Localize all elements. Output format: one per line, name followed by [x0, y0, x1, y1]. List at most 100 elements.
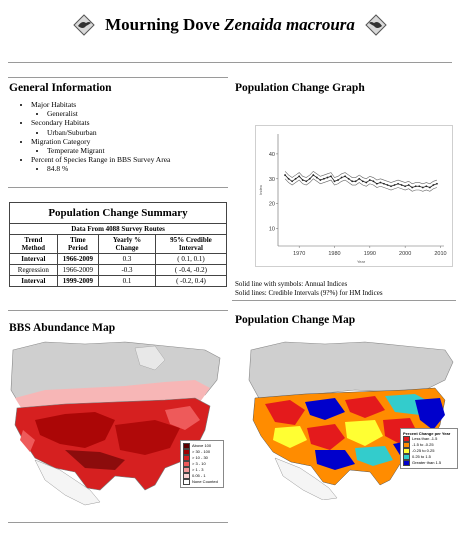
y-tick-label: 40 [269, 152, 275, 158]
data-point [305, 180, 308, 183]
series-line [284, 178, 438, 192]
x-tick-label: 2010 [434, 251, 446, 257]
data-point [358, 177, 361, 180]
data-point [319, 179, 322, 181]
yearly-change-cell: -0.3 [98, 264, 156, 276]
data-point [294, 177, 297, 180]
table-subtitle: Data From 4088 Survey Routes [9, 223, 227, 235]
legend-item: Greater than 1.5 [403, 460, 455, 466]
data-point [397, 182, 399, 185]
data-point [379, 181, 382, 184]
legend-item: > 10 - 30 [183, 455, 221, 461]
data-point [425, 185, 428, 188]
time-period-cell: 1999-2009 [56, 275, 100, 287]
series-line [284, 174, 438, 188]
data-point [436, 182, 438, 185]
change-legend: Percent Change per Year Less than -1.5 -… [400, 428, 458, 469]
info-item: Percent of Species Range in BBS Survey A… [31, 155, 229, 173]
data-point [390, 185, 392, 188]
data-point [323, 177, 325, 180]
data-point [372, 180, 375, 183]
data-point [393, 184, 396, 186]
population-change-map: Percent Change per Year Less than -1.5 -… [245, 340, 458, 501]
legend-item: Above 100 [183, 443, 221, 449]
divider [232, 300, 456, 301]
info-item: Migration Category Temperate Migrant [31, 137, 229, 155]
yearly-change-cell: 0.3 [98, 253, 156, 265]
x-axis-label: Year [357, 259, 366, 264]
x-tick-label: 1990 [364, 251, 376, 257]
abundance-legend: Above 100 > 30 - 100 > 10 - 30 > 3 - 10 … [180, 440, 224, 488]
data-point [308, 177, 311, 180]
data-point [284, 174, 286, 176]
abundance-map: Above 100 > 30 - 100 > 10 - 30 > 3 - 10 … [5, 340, 227, 510]
data-point [375, 182, 378, 185]
table-row: Regression 1966-2009 -0.3 ( -0.4, -0.2) [9, 264, 228, 276]
page-header: Mourning Dove Zenaida macroura [0, 14, 460, 36]
info-value: Generalist [47, 109, 229, 118]
data-point [428, 186, 431, 189]
caption-line: Solid line with symbols: Annual Indices [235, 280, 348, 288]
section-heading: General Information [9, 82, 112, 94]
info-value: 84.8 % [47, 164, 229, 173]
data-point [291, 180, 294, 183]
data-point [340, 176, 343, 179]
abundance-map-figure [5, 340, 227, 510]
legend-item: > 3 - 10 [183, 461, 221, 467]
dove-emblem-right-icon [365, 14, 387, 36]
data-point [315, 176, 318, 179]
yearly-change-cell: 0.1 [98, 275, 156, 287]
credible-interval-cell: ( -0.2, 0.4) [154, 275, 228, 287]
dove-emblem-left-icon [73, 14, 95, 36]
data-point [298, 175, 301, 178]
data-point [354, 180, 357, 183]
x-tick-label: 1970 [293, 251, 305, 257]
population-change-summary-table: Population Change Summary Data From 4088… [9, 202, 228, 287]
column-header: Trend Method [9, 234, 58, 254]
data-point [404, 185, 407, 188]
data-point [361, 180, 364, 183]
data-point [333, 180, 336, 183]
info-value: Temperate Migrant [47, 146, 229, 155]
legend-item: Less than -1.5 [403, 436, 455, 442]
data-point [421, 186, 424, 189]
time-period-cell: 1966-2009 [56, 264, 100, 276]
data-point [330, 175, 332, 178]
data-point [365, 181, 368, 184]
divider [8, 187, 228, 188]
divider [8, 310, 228, 311]
credible-interval-cell: ( 0.1, 0.1) [154, 253, 228, 265]
population-change-map-figure [245, 340, 457, 501]
info-value: Urban/Suburban [47, 128, 229, 137]
time-period-cell: 1966-2009 [56, 253, 100, 265]
table-title: Population Change Summary [9, 202, 227, 224]
legend-item: None Counted [183, 479, 221, 485]
data-point [383, 182, 385, 185]
column-header: Time Period [56, 234, 100, 254]
data-point [347, 177, 350, 180]
data-point [411, 186, 414, 189]
data-point [418, 185, 421, 188]
legend-title: Percent Change per Year [403, 431, 451, 436]
legend-item: > 30 - 100 [183, 449, 221, 455]
series-line [284, 170, 438, 185]
column-header: 95% Credible Interval [154, 234, 228, 254]
trend-method-cell: Interval [9, 253, 58, 265]
y-tick-label: 20 [269, 202, 275, 208]
data-point [407, 184, 410, 186]
page-title: Mourning Dove Zenaida macroura [105, 15, 355, 34]
trend-method-cell: Regression [9, 264, 58, 276]
divider [8, 77, 228, 78]
legend-item: > 1 - 3 [183, 467, 221, 473]
general-information-section: General Information Major Habitats Gener… [9, 82, 229, 174]
data-point [287, 177, 290, 180]
data-point [368, 179, 371, 181]
data-point [337, 179, 339, 181]
trend-method-cell: Interval [9, 275, 58, 287]
caption-line: Solid lines: Credible Intervals (9?%) fo… [235, 288, 383, 297]
y-tick-label: 10 [269, 227, 275, 233]
data-point [301, 179, 304, 181]
y-axis-label: Index [258, 185, 263, 195]
info-item: Major Habitats Generalist [31, 100, 229, 118]
credible-interval-cell: ( -0.4, -0.2) [154, 264, 228, 276]
